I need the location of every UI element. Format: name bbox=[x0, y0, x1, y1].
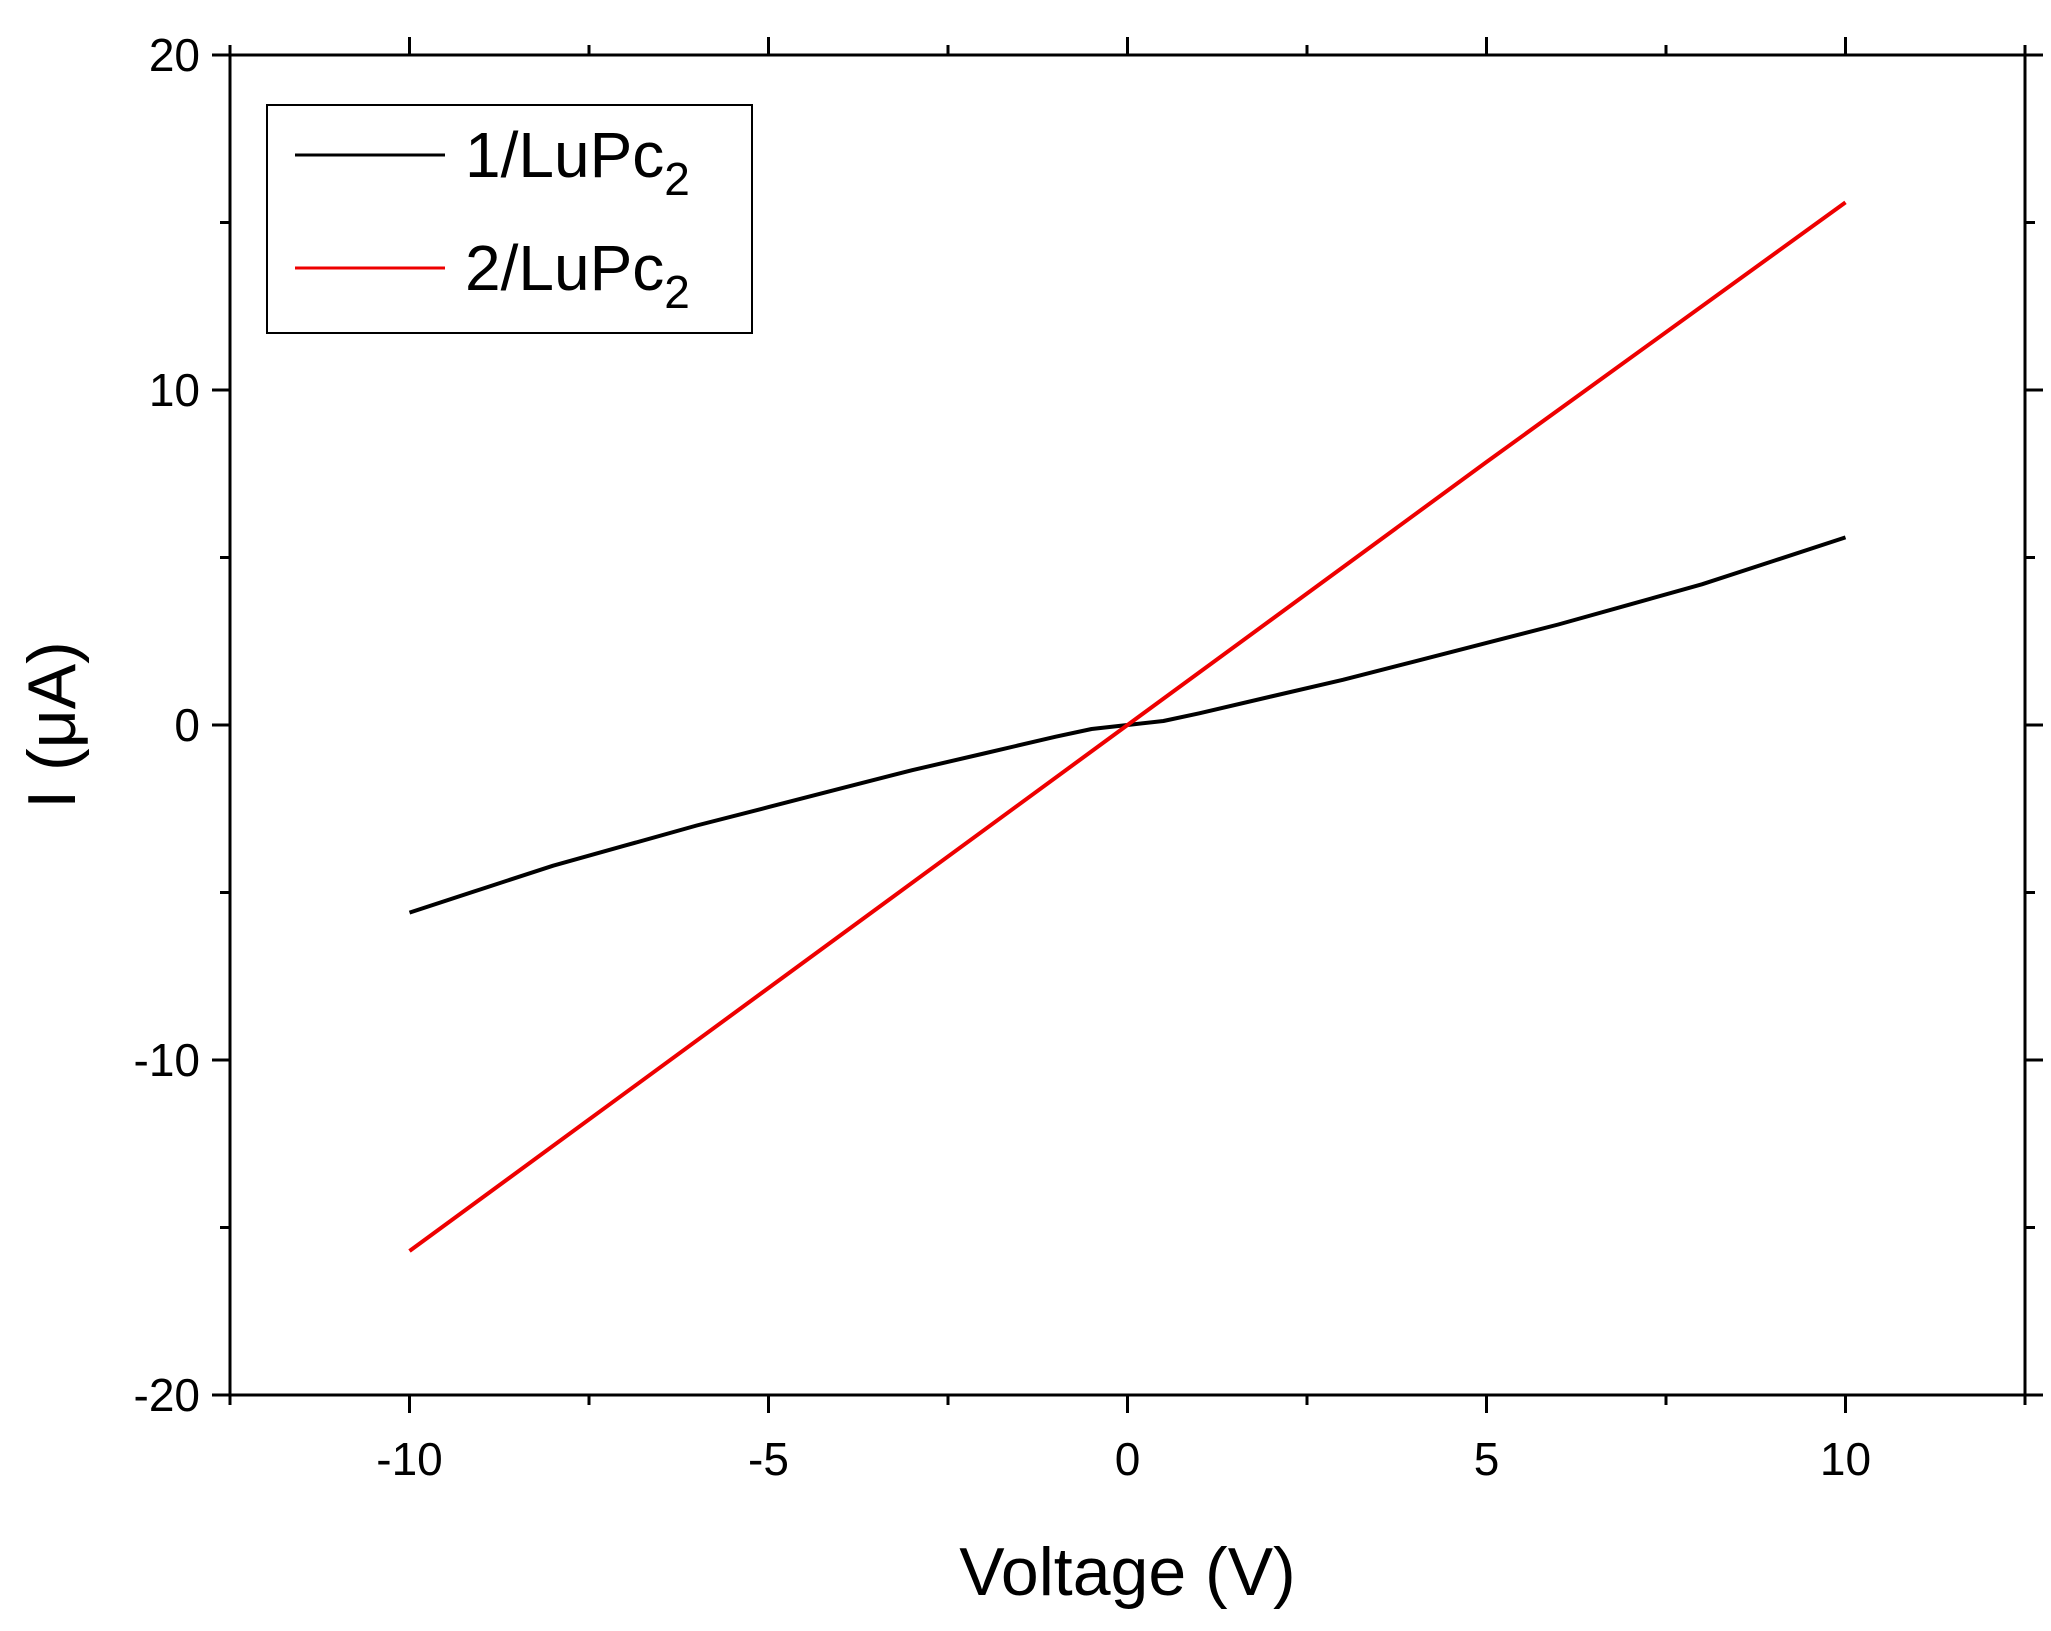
legend-box bbox=[266, 104, 753, 334]
y-tick-label: 0 bbox=[174, 699, 200, 751]
x-tick-label: 5 bbox=[1474, 1433, 1500, 1485]
legend: 1/LuPc2 2/LuPc2 bbox=[266, 104, 753, 334]
legend-label-1: 1/LuPc2 bbox=[465, 119, 690, 205]
ticks-layer: -10 -5 0 5 10 -20 -10 0 10 20 bbox=[134, 29, 2043, 1485]
legend-label-1-main: 1/LuPc bbox=[465, 119, 664, 191]
series-line-2 bbox=[408, 200, 1847, 1253]
legend-label-2: 2/LuPc2 bbox=[465, 232, 690, 318]
y-tick-label: -20 bbox=[134, 1369, 200, 1421]
x-tick-label: -10 bbox=[376, 1433, 442, 1485]
x-tick-label: 10 bbox=[1820, 1433, 1871, 1485]
x-tick-label: 0 bbox=[1115, 1433, 1141, 1485]
legend-label-1-subscript: 2 bbox=[664, 153, 690, 205]
y-tick-label: -10 bbox=[134, 1034, 200, 1086]
series-layer bbox=[408, 200, 1847, 1253]
x-tick-label: -5 bbox=[748, 1433, 789, 1485]
y-tick-label: 10 bbox=[149, 364, 200, 416]
legend-label-2-main: 2/LuPc bbox=[465, 232, 664, 304]
legend-label-2-subscript: 2 bbox=[664, 266, 690, 318]
y-axis-title: I (μA) bbox=[14, 641, 90, 809]
y-tick-label: 20 bbox=[149, 29, 200, 81]
plot-frame bbox=[228, 53, 2027, 1397]
x-axis-title: Voltage (V) bbox=[959, 1534, 1295, 1610]
